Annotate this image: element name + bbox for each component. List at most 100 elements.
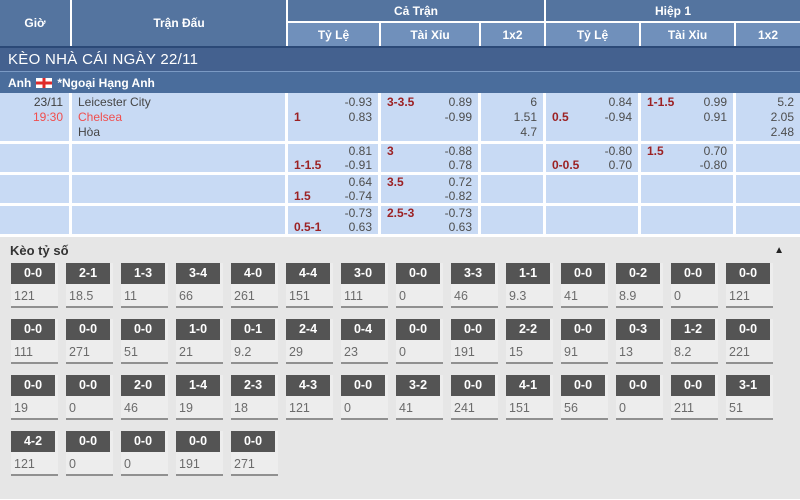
odds-value: 5.2 [777, 95, 794, 109]
score-label: 0-0 [561, 375, 605, 396]
score-label: 0-0 [11, 263, 55, 284]
league-name-label: *Ngoại Hạng Anh [57, 75, 155, 90]
score-odds-cell[interactable]: 0-0 0 [616, 375, 663, 420]
odds-line: 2.48 [742, 125, 794, 140]
score-odds-cell[interactable]: 0-0 0 [396, 263, 443, 308]
score-odds-cell[interactable]: 0-0 121 [726, 263, 773, 308]
odds-line: 6 [487, 95, 537, 110]
handicap-label: 1.5 [647, 144, 664, 158]
score-odds-cell[interactable]: 0-0 191 [176, 431, 223, 476]
score-odds-cell[interactable]: 2-4 29 [286, 319, 333, 364]
score-odds-cell[interactable]: 0-0 19 [11, 375, 58, 420]
score-odds-cell[interactable]: 0-0 0 [66, 375, 113, 420]
full-overunder-odds[interactable]: 3 -0.88 0.78 [381, 144, 481, 172]
score-label: 2-3 [231, 375, 275, 396]
score-odds-cell[interactable]: 0-2 8.9 [616, 263, 663, 308]
score-label: 4-3 [286, 375, 330, 396]
score-odds-cell[interactable]: 0-0 51 [121, 319, 168, 364]
half-1x2-odds[interactable]: 5.2 2.05 2.48 [736, 93, 800, 141]
odds-value: 0.99 [703, 95, 727, 109]
odds-line: 0.81 [294, 144, 372, 158]
full-1x2-odds[interactable]: 6 1.51 4.7 [481, 93, 546, 141]
score-odds-cell[interactable]: 3-1 51 [726, 375, 773, 420]
score-odds-cell[interactable]: 4-4 151 [286, 263, 333, 308]
full-overunder-odds[interactable]: 2.5-3 -0.73 0.63 [381, 206, 481, 234]
score-odds-cell[interactable]: 0-0 56 [561, 375, 608, 420]
full-handicap-odds[interactable]: 0.64 1.5 -0.74 [288, 175, 381, 203]
score-odds-cell[interactable]: 0-0 211 [671, 375, 718, 420]
full-overunder-odds[interactable]: 3-3.5 0.89 -0.99 [381, 93, 481, 141]
score-odds-cell[interactable]: 0-0 0 [341, 375, 388, 420]
odds-value: -0.80 [604, 144, 632, 158]
score-odds-cell[interactable]: 0-0 241 [451, 375, 498, 420]
score-odds-cell[interactable]: 1-3 11 [121, 263, 168, 308]
score-odds-cell[interactable]: 0-3 13 [616, 319, 663, 364]
score-odds-cell[interactable]: 0-4 23 [341, 319, 388, 364]
score-odds-cell[interactable]: 1-2 8.2 [671, 319, 718, 364]
score-odds-cell[interactable]: 2-0 46 [121, 375, 168, 420]
odds-line: 3-3.5 0.89 [387, 95, 472, 110]
league-banner[interactable]: Anh *Ngoại Hạng Anh [0, 72, 800, 93]
odds-line: 5.2 [742, 95, 794, 110]
score-odds-value: 0 [674, 289, 681, 303]
score-label: 0-4 [341, 319, 385, 340]
score-odds-cell[interactable]: 0-0 271 [231, 431, 278, 476]
odds-value: -0.99 [444, 110, 472, 124]
score-label: 0-0 [561, 319, 605, 340]
score-odds-cell[interactable]: 2-3 18 [231, 375, 278, 420]
full-1x2-odds [481, 175, 546, 203]
score-odds-cell[interactable]: 1-0 21 [176, 319, 223, 364]
full-handicap-odds[interactable]: -0.73 0.5-1 0.63 [288, 206, 381, 234]
score-odds-cell[interactable]: 2-2 15 [506, 319, 553, 364]
odds-line: 1-1.5 0.99 [647, 95, 727, 110]
half-overunder-odds[interactable]: 1.5 0.70 -0.80 [641, 144, 736, 172]
score-odds-cell[interactable]: 0-0 0 [396, 319, 443, 364]
odds-value: -0.94 [604, 110, 632, 124]
full-handicap-odds[interactable]: -0.93 1 0.83 [288, 93, 381, 141]
score-odds-cell[interactable]: 0-0 91 [561, 319, 608, 364]
score-odds-cell[interactable]: 0-0 221 [726, 319, 773, 364]
score-odds-cell[interactable]: 3-2 41 [396, 375, 443, 420]
score-odds-cell[interactable]: 3-0 111 [341, 263, 388, 308]
score-odds-value: 46 [454, 289, 468, 303]
score-row: 0-0 111 0-0 271 0-0 51 1-0 21 0-1 9.2 2-4 29 0-4 23 0-… [0, 319, 800, 364]
score-odds-cell[interactable]: 0-0 0 [121, 431, 168, 476]
score-odds-cell[interactable]: 0-0 111 [11, 319, 58, 364]
score-odds-cell[interactable]: 4-1 151 [506, 375, 553, 420]
odds-value: 0.91 [703, 110, 727, 124]
score-odds-cell[interactable]: 1-1 9.3 [506, 263, 553, 308]
score-odds-cell[interactable]: 0-0 0 [66, 431, 113, 476]
match-time-cell: 23/11 19:30 [0, 93, 72, 141]
chevron-up-icon[interactable]: ▲ [774, 244, 784, 256]
score-odds-cell[interactable]: 0-0 271 [66, 319, 113, 364]
score-odds-cell[interactable]: 0-0 0 [671, 263, 718, 308]
half-handicap-odds[interactable]: 0.84 0.5 -0.94 [546, 93, 641, 141]
score-odds-cell[interactable]: 0-0 121 [11, 263, 58, 308]
odds-line: 0.5 -0.94 [552, 110, 632, 125]
score-label: 0-0 [231, 431, 275, 452]
half-overunder-odds[interactable]: 1-1.5 0.99 0.91 [641, 93, 736, 141]
score-odds-cell[interactable]: 2-1 18.5 [66, 263, 113, 308]
score-odds-cell[interactable]: 3-3 46 [451, 263, 498, 308]
score-odds-cell[interactable]: 0-1 9.2 [231, 319, 278, 364]
score-label: 0-0 [616, 375, 660, 396]
full-overunder-odds[interactable]: 3.5 0.72 -0.82 [381, 175, 481, 203]
half-handicap-odds[interactable]: -0.80 0-0.5 0.70 [546, 144, 641, 172]
score-odds-cell[interactable]: 1-4 19 [176, 375, 223, 420]
score-odds-cell[interactable]: 0-0 191 [451, 319, 498, 364]
full-handicap-odds[interactable]: 0.81 1-1.5 -0.91 [288, 144, 381, 172]
score-odds-cell[interactable]: 0-0 41 [561, 263, 608, 308]
score-odds-cell[interactable]: 3-4 66 [176, 263, 223, 308]
score-odds-cell[interactable]: 4-2 121 [11, 431, 58, 476]
score-odds-value: 121 [729, 289, 750, 303]
handicap-label: 3-3.5 [387, 95, 415, 109]
score-label: 1-4 [176, 375, 220, 396]
score-label: 3-2 [396, 375, 440, 396]
score-odds-value: 46 [124, 401, 138, 415]
score-odds-cell[interactable]: 4-3 121 [286, 375, 333, 420]
score-odds-cell[interactable]: 4-0 261 [231, 263, 278, 308]
away-team-label: Chelsea [78, 110, 123, 124]
match-link[interactable]: Leicester City Chelsea Hòa [72, 93, 288, 141]
score-odds-value: 0 [69, 401, 76, 415]
score-label: 0-0 [396, 319, 440, 340]
